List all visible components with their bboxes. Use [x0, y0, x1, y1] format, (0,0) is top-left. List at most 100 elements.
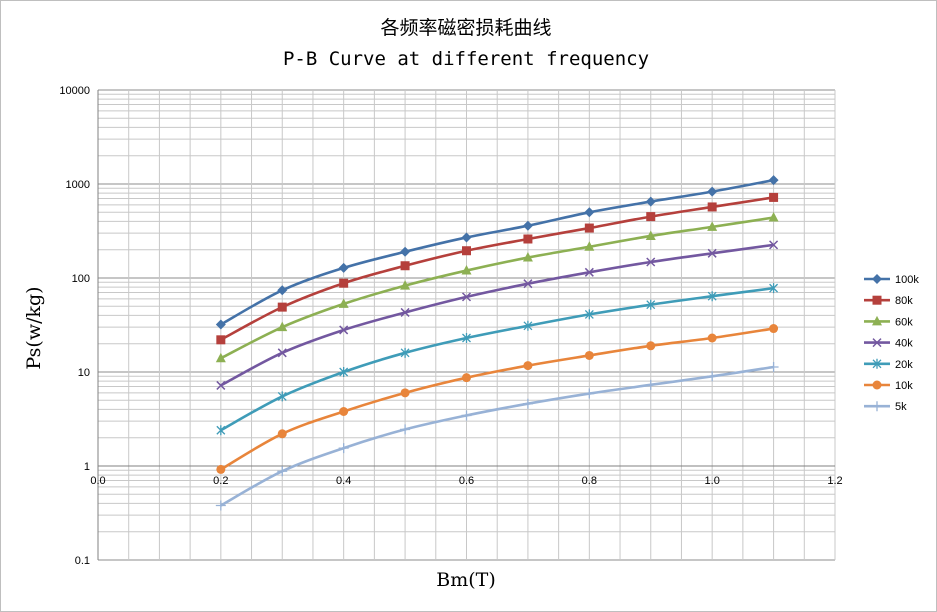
data-point — [461, 292, 472, 302]
data-point — [400, 347, 410, 358]
series-20k — [216, 283, 779, 436]
data-point — [646, 299, 656, 310]
legend-item: 40k — [864, 338, 913, 350]
data-point — [584, 309, 594, 320]
data-point — [277, 466, 288, 477]
y-tick-label: 10 — [78, 367, 90, 379]
x-tick-label: 0.6 — [459, 475, 474, 487]
data-point — [215, 352, 226, 363]
data-point — [872, 338, 882, 348]
series-line — [220, 216, 774, 360]
data-point — [462, 332, 471, 343]
data-point — [338, 262, 349, 273]
data-point — [461, 410, 472, 421]
data-point — [769, 192, 779, 202]
legend-label: 80k — [895, 295, 913, 307]
data-point — [400, 424, 411, 435]
data-point — [584, 350, 594, 360]
series-40k — [216, 240, 779, 390]
series-60k — [215, 212, 779, 363]
data-point — [277, 429, 287, 439]
data-point — [338, 298, 349, 308]
data-point — [645, 230, 656, 240]
y-tick-label: 0.1 — [75, 555, 90, 567]
y-tick-label: 1 — [84, 461, 90, 473]
data-point — [400, 388, 410, 398]
legend-item: 80k — [864, 295, 913, 307]
y-tick-label: 10000 — [59, 85, 90, 97]
legend-item: 5k — [864, 401, 907, 413]
data-point — [645, 196, 656, 207]
data-point — [400, 246, 411, 257]
data-point — [216, 425, 226, 436]
data-point — [584, 267, 594, 277]
data-point — [707, 221, 718, 231]
data-point — [522, 252, 533, 262]
series-group — [215, 175, 779, 511]
data-point — [461, 232, 472, 243]
data-point — [769, 324, 779, 334]
series-line — [220, 243, 774, 387]
legend-label: 60k — [895, 316, 913, 328]
data-point — [872, 274, 882, 284]
series-5k — [215, 362, 779, 511]
chart-title: 各频率磁密损耗曲线 — [380, 17, 551, 39]
data-point — [584, 207, 595, 218]
data-point — [707, 291, 717, 302]
data-point — [338, 443, 349, 454]
data-point — [277, 321, 288, 332]
data-point — [277, 302, 287, 312]
data-point — [523, 234, 533, 244]
data-point — [872, 315, 882, 326]
data-point — [584, 388, 595, 399]
data-point — [707, 248, 717, 258]
legend-item: 20k — [864, 359, 913, 371]
data-point — [523, 279, 533, 289]
data-point — [216, 464, 226, 474]
x-tick-label: 1.0 — [705, 475, 720, 487]
data-point — [277, 285, 288, 296]
tick-labels: 0.1 1 10 100 1000 10000 0.0 0.2 0.4 0.6 0.8 1.0 1.2 — [59, 85, 842, 567]
data-point — [400, 280, 411, 290]
data-point — [872, 401, 882, 412]
y-tick-label: 1000 — [66, 179, 90, 191]
legend-label: 5k — [895, 401, 907, 413]
series-line — [220, 196, 774, 341]
legend-label: 40k — [895, 338, 913, 350]
data-point — [646, 341, 656, 351]
data-point — [277, 348, 287, 358]
data-point — [339, 278, 349, 288]
data-point — [584, 241, 595, 251]
data-point — [523, 361, 533, 371]
data-point — [339, 407, 349, 417]
data-point — [216, 380, 226, 390]
data-point — [707, 186, 718, 197]
data-point — [646, 257, 656, 267]
legend: 100k 80k 60k 40k 20k 10k 5k — [864, 274, 919, 413]
y-tick-label: 100 — [72, 273, 90, 285]
legend-label: 10k — [895, 380, 913, 392]
data-point — [400, 261, 410, 271]
data-point — [462, 246, 471, 256]
data-point — [707, 371, 718, 382]
data-point — [215, 319, 226, 330]
x-axis-title: Bm(T) — [436, 569, 495, 591]
x-tick-label: 0.0 — [90, 475, 105, 487]
data-point — [462, 373, 471, 383]
series-100k — [215, 175, 779, 330]
data-point — [461, 265, 472, 275]
x-tick-label: 1.2 — [827, 475, 842, 487]
data-point — [522, 398, 533, 409]
data-point — [645, 379, 656, 390]
data-point — [339, 367, 349, 377]
data-point — [216, 335, 226, 345]
series-10k — [216, 324, 779, 474]
data-point — [215, 500, 226, 511]
series-line — [220, 178, 774, 326]
data-point — [277, 391, 287, 402]
series-line — [220, 286, 774, 432]
series-80k — [216, 192, 779, 345]
series-line — [220, 327, 774, 471]
grid — [97, 89, 836, 561]
